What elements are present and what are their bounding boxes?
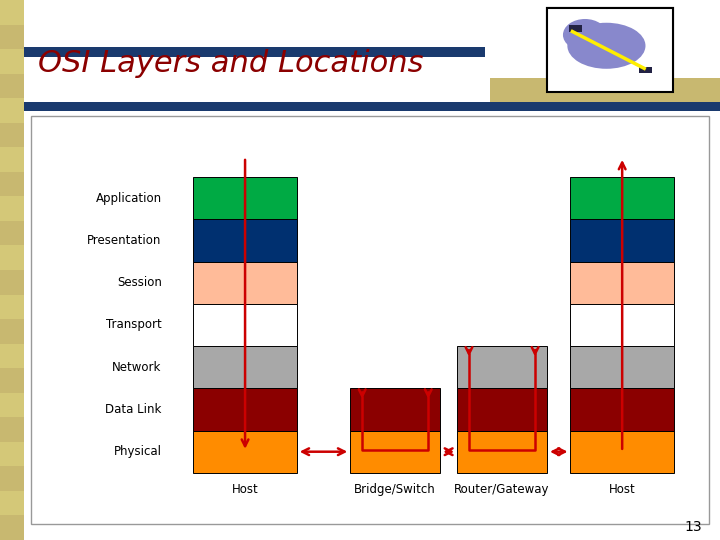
Text: OSI Layers and Locations: OSI Layers and Locations — [38, 49, 423, 78]
Bar — [569, 25, 582, 31]
Text: Data Link: Data Link — [105, 403, 161, 416]
Bar — [0, 246, 24, 270]
Bar — [570, 388, 674, 430]
Bar — [194, 388, 297, 430]
Text: Transport: Transport — [106, 319, 161, 332]
Text: Router/Gateway: Router/Gateway — [454, 483, 550, 496]
Bar — [0, 393, 24, 417]
Text: Host: Host — [609, 483, 636, 496]
Bar — [547, 8, 673, 92]
Bar — [0, 49, 24, 73]
Bar — [24, 102, 720, 111]
Bar — [570, 430, 674, 473]
Text: Network: Network — [112, 361, 161, 374]
Bar — [194, 346, 297, 388]
Bar — [457, 346, 547, 388]
Bar — [194, 261, 297, 304]
Ellipse shape — [563, 19, 607, 51]
Text: Host: Host — [232, 483, 258, 496]
Bar — [570, 177, 674, 219]
Ellipse shape — [567, 23, 646, 69]
Bar — [570, 219, 674, 261]
Bar — [0, 442, 24, 467]
Bar — [31, 116, 709, 524]
Bar — [0, 172, 24, 197]
Bar — [194, 177, 297, 219]
Bar — [194, 304, 297, 346]
Bar — [0, 98, 24, 123]
Bar — [0, 270, 24, 294]
Bar — [570, 261, 674, 304]
Bar — [0, 319, 24, 343]
Text: Presentation: Presentation — [87, 234, 161, 247]
Bar — [194, 219, 297, 261]
Bar — [639, 66, 652, 73]
Bar — [0, 516, 24, 540]
Bar — [547, 8, 673, 92]
Bar — [0, 467, 24, 491]
Bar — [350, 430, 441, 473]
Text: 13: 13 — [685, 519, 702, 534]
Bar — [457, 430, 547, 473]
Bar — [570, 346, 674, 388]
Bar — [0, 123, 24, 147]
Bar — [0, 147, 24, 172]
Bar — [457, 388, 547, 430]
Text: Physical: Physical — [114, 445, 161, 458]
Bar — [0, 343, 24, 368]
Bar — [0, 197, 24, 221]
Bar — [0, 24, 24, 49]
Text: Bridge/Switch: Bridge/Switch — [354, 483, 436, 496]
Text: Session: Session — [117, 276, 161, 289]
Bar — [0, 0, 24, 24]
Bar — [0, 491, 24, 516]
Text: Application: Application — [96, 192, 161, 205]
Bar — [490, 78, 720, 108]
Bar — [350, 388, 441, 430]
Bar — [24, 47, 485, 57]
Bar — [570, 304, 674, 346]
Bar — [0, 417, 24, 442]
Bar — [0, 221, 24, 246]
Bar — [0, 294, 24, 319]
Bar — [0, 368, 24, 393]
Bar — [194, 430, 297, 473]
Bar — [0, 73, 24, 98]
